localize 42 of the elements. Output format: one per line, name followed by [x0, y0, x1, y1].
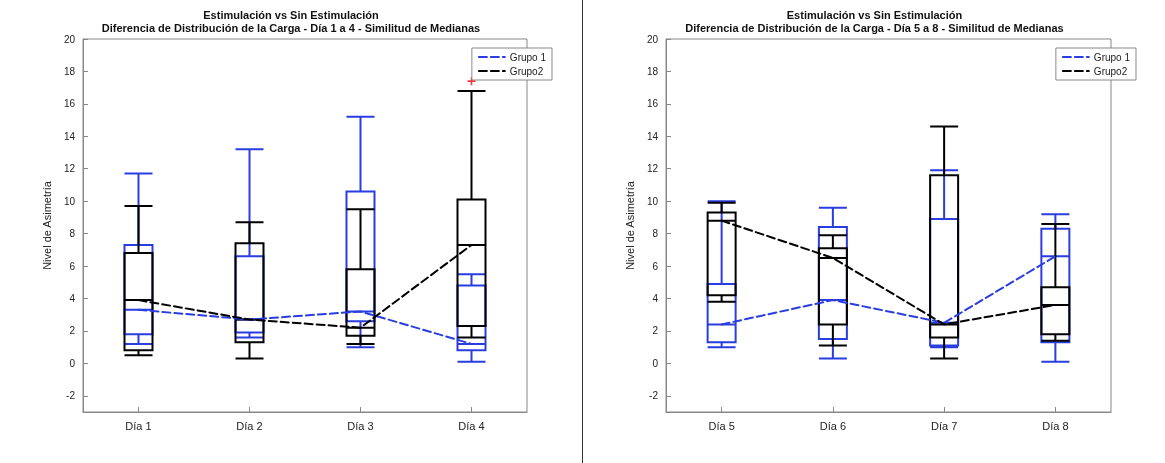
x-tick-label: Día 3 [347, 419, 374, 432]
y-tick-label: 4 [69, 292, 76, 304]
y-tick-label: 16 [63, 98, 76, 110]
y-tick-label: -2 [648, 390, 658, 402]
y-tick-label: 12 [63, 163, 76, 175]
legend-label: Grupo 1 [1093, 51, 1130, 63]
y-tick-label: 6 [69, 260, 76, 272]
x-tick-label: Día 2 [236, 419, 263, 432]
y-tick-label: 12 [646, 163, 658, 175]
legend-label: Grupo2 [1093, 65, 1128, 77]
chart-title: Estimulación vs Sin Estimulación [786, 8, 962, 21]
y-tick-label: 10 [63, 195, 76, 207]
y-tick-label: 14 [63, 130, 76, 142]
y-tick-label: 6 [651, 260, 658, 272]
y-tick-label: 16 [646, 98, 658, 110]
y-tick-label: 20 [63, 33, 76, 45]
x-tick-label: Día 4 [458, 419, 485, 432]
x-tick-label: Día 5 [707, 419, 735, 432]
y-tick-label: -2 [66, 390, 76, 402]
x-tick-label: Día 6 [819, 419, 846, 432]
y-tick-label: 20 [646, 33, 658, 45]
y-tick-label: 2 [69, 325, 76, 337]
y-tick-label: 2 [651, 325, 658, 337]
chart-subtitle: Diferencia de Distribución de la Carga - Día 5 a 8 - Similitud de Medianas [684, 21, 1064, 34]
y-axis-title: Nivel de Asimetría [41, 180, 54, 270]
y-tick-label: 18 [63, 65, 76, 77]
y-axis-title: Nivel de Asimetría [623, 180, 636, 270]
x-tick-label: Día 8 [1041, 419, 1069, 432]
y-tick-label: 4 [651, 292, 658, 304]
y-tick-label: 18 [646, 65, 658, 77]
y-tick-label: 8 [69, 228, 76, 240]
y-tick-label: 10 [646, 195, 658, 207]
y-tick-label: 0 [69, 357, 76, 369]
chart-title: Estimulación vs Sin Estimulación [203, 8, 379, 21]
chart-subtitle: Diferencia de Distribución de la Carga - Día 1 a 4 - Similitud de Medianas [101, 21, 481, 34]
legend-label: Grupo 1 [509, 51, 547, 63]
y-tick-label: 8 [651, 228, 658, 240]
y-tick-label: 0 [651, 357, 658, 369]
x-tick-label: Día 7 [930, 419, 957, 432]
legend-label: Grupo2 [509, 65, 544, 77]
y-tick-label: 14 [646, 130, 658, 142]
x-tick-label: Día 1 [125, 419, 152, 432]
